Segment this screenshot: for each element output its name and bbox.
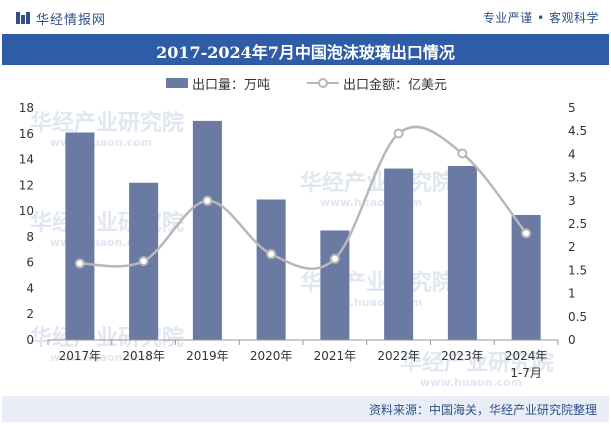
line-point — [457, 148, 468, 159]
slogan: 专业严谨 • 客观科学 — [482, 11, 599, 25]
y-right-tick-label: 4.5 — [568, 124, 587, 138]
watermark-url: www.huaon.com — [420, 376, 522, 389]
watermark-text: 华经产业研究院 — [30, 325, 184, 351]
bar — [65, 132, 95, 340]
x-tick-label: 2019年 — [186, 349, 229, 363]
x-tick-label: 2021年 — [314, 349, 357, 363]
y-right-tick-label: 1 — [568, 287, 576, 301]
watermark-layer: 华经产业研究院www.huaon.com华经产业研究院www.huaon.com… — [30, 110, 554, 389]
y-right-tick-label: 5 — [568, 101, 576, 115]
y-left-tick-label: 18 — [19, 101, 34, 115]
chart-title: 2017-2024年7月中国泡沫玻璃出口情况 — [156, 43, 455, 62]
y-left-tick-label: 12 — [19, 178, 34, 192]
bar — [447, 166, 477, 340]
top-bar: 华经情报网 专业严谨 • 客观科学 — [0, 0, 611, 34]
logo-icon — [16, 12, 30, 24]
y-right-tick-label: 1.5 — [568, 263, 587, 277]
y-right-tick-label: 3.5 — [568, 171, 587, 185]
x-tick-label: 2024年 — [505, 349, 548, 363]
x-tick-label: 2017年 — [59, 349, 102, 363]
bar — [384, 168, 414, 340]
title-bar: 2017-2024年7月中国泡沫玻璃出口情况 — [2, 34, 609, 65]
y-left-tick-label: 16 — [19, 127, 34, 141]
y-left-tick-label: 4 — [26, 281, 34, 295]
line-point — [521, 228, 532, 239]
legend-bar-label: 出口量：万吨 — [192, 78, 271, 93]
watermark-url: www.huaon.com — [50, 136, 152, 149]
line-point — [202, 195, 213, 206]
legend-line-swatch — [307, 78, 339, 88]
line-point — [329, 253, 340, 264]
y-left-tick-label: 6 — [26, 256, 34, 270]
y-left-tick-label: 10 — [19, 204, 34, 218]
bar — [192, 120, 222, 340]
line-point — [393, 128, 404, 139]
logo-text: 华经情报网 — [36, 13, 107, 28]
legend-line-label: 出口金额：亿美元 — [343, 78, 448, 93]
y-left-tick-label: 8 — [26, 230, 34, 244]
x-tick-label: 2018年 — [122, 349, 165, 363]
y-right-tick-label: 3 — [568, 194, 576, 208]
source-text: 资料来源：中国海关，华经产业研究院整理 — [368, 403, 597, 417]
line-point — [74, 258, 85, 269]
x-tick-label: 2022年 — [377, 349, 420, 363]
y-right-tick-label: 0.5 — [568, 310, 587, 324]
y-left-tick-label: 14 — [19, 153, 34, 167]
y-right-tick-label: 4 — [568, 147, 576, 161]
watermark-text: 华经产业研究院 — [400, 350, 554, 376]
x-tick-label: 2023年 — [441, 349, 484, 363]
y-right-tick-label: 0 — [568, 333, 576, 347]
y-right-tick-label: 2.5 — [568, 217, 587, 231]
bar — [320, 230, 350, 340]
watermark-url: www.huaon.com — [50, 351, 152, 364]
source-footer: 资料来源：中国海关，华经产业研究院整理 — [2, 396, 609, 422]
x-tick-label: 2020年 — [250, 349, 293, 363]
x-tick-sublabel: 1-7月 — [510, 366, 542, 380]
line-point — [266, 249, 277, 260]
y-left-tick-label: 0 — [26, 333, 34, 347]
y-left-tick-label: 2 — [26, 307, 34, 321]
legend-bar-swatch — [166, 78, 188, 88]
bar-series — [65, 120, 541, 340]
legend: 出口量：万吨 出口金额：亿美元 — [0, 72, 611, 94]
y-right-tick-label: 2 — [568, 240, 576, 254]
axes: 0 2 4 6 8 10 12 14 16 18 0 0.5 1 1.5 2 2.5 3 3.5 4 4.5 5 2017… — [19, 101, 587, 380]
line-point — [138, 256, 149, 267]
bar — [256, 199, 286, 340]
line-series — [74, 125, 532, 270]
watermark-text: 华经产业研究院 — [30, 210, 184, 236]
watermark-text: 华经产业研究院 — [300, 170, 454, 196]
watermark-text: 华经产业研究院 — [30, 110, 184, 136]
